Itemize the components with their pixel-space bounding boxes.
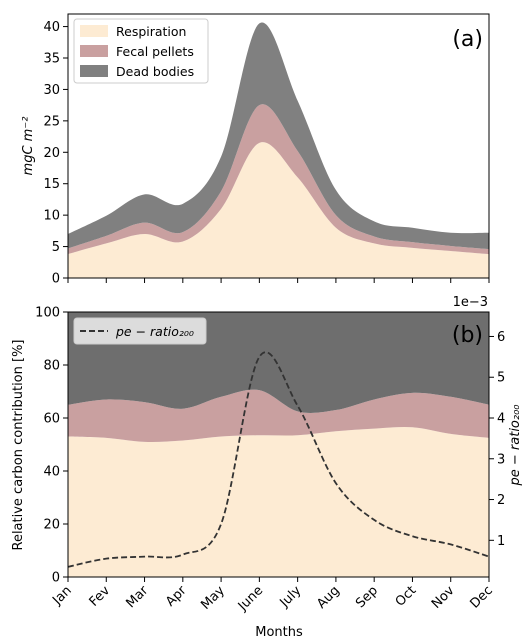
panel-a-frame <box>67 13 490 279</box>
panel-b-secondary-y-tick-label: 2 <box>497 493 505 508</box>
panel-b-areas <box>68 312 489 577</box>
panel-b-band-1 <box>68 389 489 442</box>
pe-ratio-line <box>68 351 489 568</box>
panel-a-y-tick-label: 40 <box>43 20 60 35</box>
panel-a: 0 5 10 15 20 25 30 35 40 (a) mgC m⁻² Respiration… <box>21 13 490 287</box>
panel-a-y-tick-label: 30 <box>43 83 60 98</box>
legend-label-dead-bodies: Dead bodies <box>116 64 194 79</box>
panel-b-secondary-y-ticks: 1 2 3 4 5 6 <box>489 330 505 549</box>
panel-b-secondary-y-tick-label: 6 <box>497 330 505 345</box>
panel-b-y-tick-label: 100 <box>35 306 60 321</box>
panel-a-y-axis-title: mgC m⁻² <box>21 117 36 176</box>
x-tick-label-fev: Fev <box>87 583 114 610</box>
panel-a-y-ticks: 0 5 10 15 20 25 30 35 40 <box>43 20 68 287</box>
panel-b-frame <box>67 311 490 578</box>
panel-a-y-tick-label: 5 <box>52 240 60 255</box>
panel-a-y-tick-label: 0 <box>52 272 60 287</box>
x-tick-label-apr: Apr <box>163 583 190 610</box>
legend-swatch-dead-bodies <box>80 65 108 77</box>
x-tick-label-may: May <box>198 583 228 613</box>
x-tick-label-nov: Nov <box>429 583 458 612</box>
panel-a-x-ticks <box>67 278 490 283</box>
legend-label-fecal-pellets: Fecal pellets <box>116 44 194 59</box>
panel-a-areas <box>68 22 489 278</box>
area-respiration <box>68 142 489 278</box>
x-axis-title: Months <box>255 625 303 640</box>
panel-b-secondary-y-tick-label: 5 <box>497 371 505 386</box>
panel-b-band-0 <box>68 427 489 577</box>
x-tick-label-july: July <box>277 583 305 611</box>
panel-b-y-tick-label: 20 <box>43 518 60 533</box>
legend-swatch-respiration <box>80 25 108 37</box>
panel-b-secondary-y-tick-label: 4 <box>497 412 505 427</box>
x-tick-label-oct: Oct <box>393 583 420 610</box>
panel-a-y-tick-label: 10 <box>43 209 60 224</box>
panel-b-y-tick-label: 40 <box>43 465 60 480</box>
x-tick-label-mar: Mar <box>123 583 151 611</box>
panel-b-offset-text: 1e−3 <box>453 295 488 310</box>
panel-a-y-tick-label: 35 <box>43 52 60 67</box>
x-tick-label-dec: Dec <box>467 583 495 611</box>
panel-b-legend: pe − ratio₂₀₀ <box>73 317 207 345</box>
panel-b-legend-box <box>73 317 207 345</box>
legend-label-pe-ratio: pe − ratio₂₀₀ <box>115 324 194 339</box>
panel-b-y-tick-label: 60 <box>43 412 60 427</box>
panel-b-label: (b) <box>452 323 483 348</box>
area-fecal-pellets <box>68 104 489 255</box>
panel-a-y-tick-label: 25 <box>43 114 60 129</box>
legend-label-respiration: Respiration <box>116 24 186 39</box>
panel-b-y-tick-label: 0 <box>52 571 60 586</box>
panel-b-y-ticks: 0 20 40 60 80 100 <box>35 306 68 586</box>
panel-b-line-layer <box>68 351 489 568</box>
panel-b-y-tick-label: 80 <box>43 359 60 374</box>
panel-b-y-axis-title: Relative carbon contribution [%] <box>11 339 26 550</box>
legend-swatch-fecal-pellets <box>80 45 108 57</box>
panel-a-legend: Respiration Fecal pellets Dead bodies <box>73 18 209 84</box>
panel-b-secondary-y-axis-title: pe − ratio₂₀₀ <box>508 404 523 487</box>
panel-a-y-tick-label: 20 <box>43 146 60 161</box>
x-tick-label-aug: Aug <box>314 583 343 612</box>
x-tick-label-sep: Sep <box>353 583 381 611</box>
panel-a-label: (a) <box>452 27 483 52</box>
x-tick-label-june: June <box>235 583 266 614</box>
area-dead-bodies <box>68 22 489 250</box>
x-tick-label-jan: Jan <box>49 583 74 608</box>
panel-b-x-ticks: Jan Fev Mar Apr May June July Aug Sep Oct Nov Dec <box>49 577 496 615</box>
panel-b-secondary-y-tick-label: 3 <box>497 452 505 467</box>
panel-a-y-tick-label: 15 <box>43 177 60 192</box>
panel-b-secondary-y-tick-label: 1 <box>497 534 505 549</box>
